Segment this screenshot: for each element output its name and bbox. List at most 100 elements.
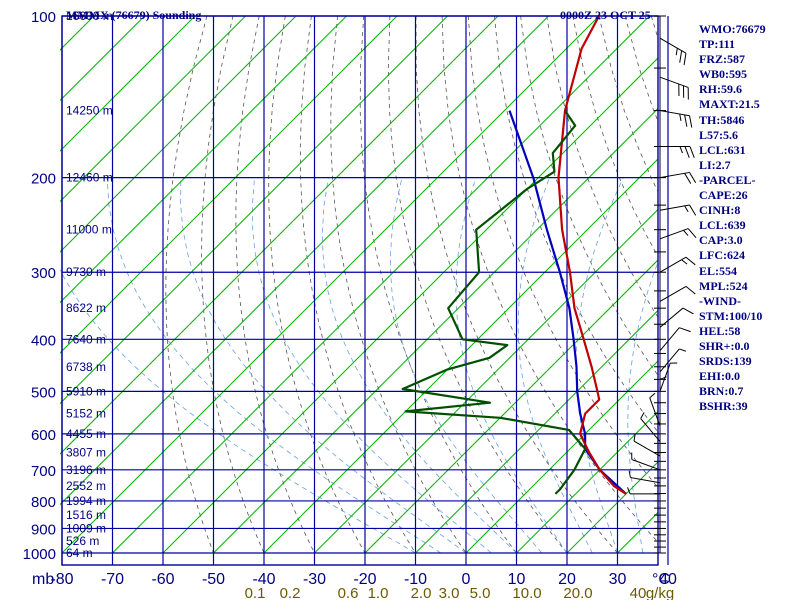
wind-barb-flag <box>683 53 687 66</box>
wind-barb-shaft <box>659 285 687 302</box>
wind-barb-shaft <box>659 307 684 328</box>
wind-barb-flag <box>685 286 696 295</box>
isotherm <box>60 16 499 455</box>
isotherm <box>60 16 398 354</box>
dry-adiabat <box>268 16 366 554</box>
wind-barb <box>659 76 689 100</box>
temperature-unit-label: °C <box>652 571 670 588</box>
wind-barb <box>633 434 661 457</box>
isotherm <box>314 208 658 554</box>
index-entry: L57:5.6 <box>699 127 738 142</box>
height-label: 8622 m <box>66 301 106 315</box>
wind-barb-flag <box>633 434 636 442</box>
index-entry: STM:100/10 <box>699 308 763 323</box>
wind-barb <box>659 37 687 66</box>
wind-barb-flag <box>679 327 691 333</box>
wind-barb <box>659 327 691 352</box>
index-entry: LCL:639 <box>699 218 746 233</box>
adiabat-lines <box>60 16 800 554</box>
pressure-label: 1000 <box>23 546 56 563</box>
index-entry: HEL:58 <box>699 323 741 338</box>
temperature-tick-label: 40 <box>659 571 677 588</box>
wind-barb <box>659 362 678 392</box>
moist-adiabat <box>251 177 492 554</box>
pressure-label: 500 <box>31 384 56 401</box>
height-label: 1516 m <box>66 508 106 522</box>
moist-adiabat <box>106 177 442 554</box>
isotherm <box>566 461 658 554</box>
pressure-grid <box>61 15 669 566</box>
height-label: 11000 m <box>66 223 112 237</box>
height-label: 4455 m <box>66 427 106 441</box>
dry-adiabat <box>782 16 800 553</box>
height-label: 6738 m <box>66 360 106 374</box>
height-label: 7640 m <box>66 332 106 346</box>
mixing-ratio-label: g/kg <box>646 585 674 600</box>
index-entry: CAP:3.0 <box>699 233 743 248</box>
wind-barb-flag <box>684 173 692 184</box>
wind-barb-shaft <box>659 348 680 373</box>
mixing-ratio-label: 40 <box>630 585 647 600</box>
isotherm <box>60 16 196 152</box>
isotherm <box>516 410 658 554</box>
temperature-tick-label: 20 <box>558 571 576 588</box>
temperature-tick-label: -40 <box>252 571 275 588</box>
temperature-tick-label: -80 <box>50 571 73 588</box>
height-label: 9730 m <box>66 265 106 279</box>
pressure-label: 400 <box>31 332 56 349</box>
wind-barb <box>640 412 661 442</box>
mixing-ratio-label: 0.1 <box>245 585 266 600</box>
isotherm <box>263 158 658 554</box>
index-entry: CAPE:26 <box>699 188 748 203</box>
index-entry: RH:59.6 <box>699 82 742 97</box>
temperature-tick-label: -50 <box>202 571 225 588</box>
isotherm <box>415 309 658 554</box>
temperature-tick-label: -60 <box>151 571 174 588</box>
wind-barb-flag <box>689 204 697 216</box>
mixing-ratio-label: 3.0 <box>439 585 460 600</box>
index-entry: -WIND- <box>699 293 741 308</box>
moist-adiabat <box>517 177 593 554</box>
wind-barb <box>649 392 661 427</box>
wind-barb <box>660 146 695 158</box>
height-label: 64 m <box>66 546 93 560</box>
height-label: 14250 m <box>66 104 113 118</box>
index-entry: FRZ:587 <box>699 52 745 67</box>
wind-barb-shaft <box>640 418 661 442</box>
wind-barb-flag <box>679 348 687 352</box>
wind-barb-flag <box>679 146 683 154</box>
wind-barb-shaft <box>659 228 689 240</box>
mixing-ratio-label: 0.6 <box>338 585 359 600</box>
wind-barb-flag <box>681 259 688 265</box>
wind-barb <box>659 204 697 216</box>
wind-barb-flag <box>679 113 682 122</box>
temperature-tick-label: -10 <box>404 571 427 588</box>
wind-barb-flag <box>683 229 689 236</box>
isotherm <box>213 107 658 554</box>
wind-barb <box>659 171 697 184</box>
dry-adiabat <box>201 16 265 554</box>
wind-barb-flag <box>682 307 694 315</box>
wind-barb-flag <box>689 146 695 158</box>
wind-barb <box>659 307 694 328</box>
mixing-ratio-label: 0.2 <box>280 585 301 600</box>
height-label: 1009 m <box>66 521 106 535</box>
index-entry: LCL:631 <box>699 142 746 157</box>
isotherm <box>60 16 246 203</box>
dry-adiabat <box>299 16 416 554</box>
moist-adiabat <box>180 177 467 554</box>
height-labels: 16600 m 14250 m 12460 m 11000 m 9730 m 8622 m… <box>66 9 113 560</box>
index-entry: WB0:595 <box>699 67 747 82</box>
temperature-tick-label: -70 <box>101 571 124 588</box>
chart-datetime: 0000Z 23 OCT 25 <box>560 8 651 22</box>
height-label: 16600 m <box>66 9 113 23</box>
moist-adiabat <box>575 177 624 554</box>
wind-barb-flag <box>659 376 667 380</box>
pressure-label: 300 <box>31 265 56 282</box>
wind-barb <box>659 256 696 273</box>
mixing-ratio-label: 2.0 <box>411 585 432 600</box>
wind-barb-flag <box>679 50 683 63</box>
wind-barb-flag <box>640 412 645 419</box>
wind-barb <box>659 376 667 410</box>
